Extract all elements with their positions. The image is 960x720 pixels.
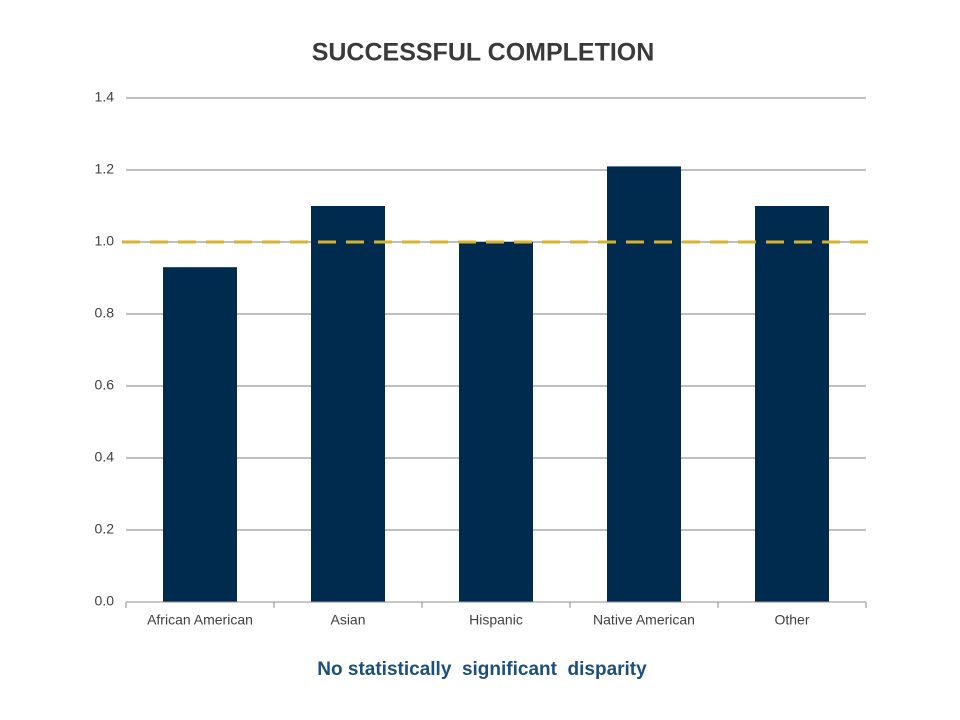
annotation: No statistically significant disparity (317, 659, 647, 680)
y-tick-label: 0.0 (95, 593, 115, 609)
y-tick-label: 0.4 (95, 449, 115, 465)
bar (311, 206, 385, 602)
y-tick-label: 1.4 (95, 89, 115, 105)
x-tick-label: Asian (330, 612, 365, 628)
y-tick-label: 0.6 (95, 377, 115, 393)
y-tick-label: 0.8 (95, 305, 115, 321)
y-tick-label: 0.2 (95, 521, 115, 537)
bar (163, 267, 237, 602)
chart-title: SUCCESSFUL COMPLETION (312, 39, 655, 67)
y-tick-label: 1.0 (95, 233, 115, 249)
bar (459, 242, 533, 602)
y-tick-label: 1.2 (95, 161, 115, 177)
x-tick-label: Hispanic (469, 612, 523, 628)
x-tick-label: African American (147, 612, 253, 628)
x-tick-label: Native American (593, 612, 695, 628)
bar (755, 206, 829, 602)
x-tick-label: Other (774, 612, 809, 628)
bar (607, 166, 681, 602)
